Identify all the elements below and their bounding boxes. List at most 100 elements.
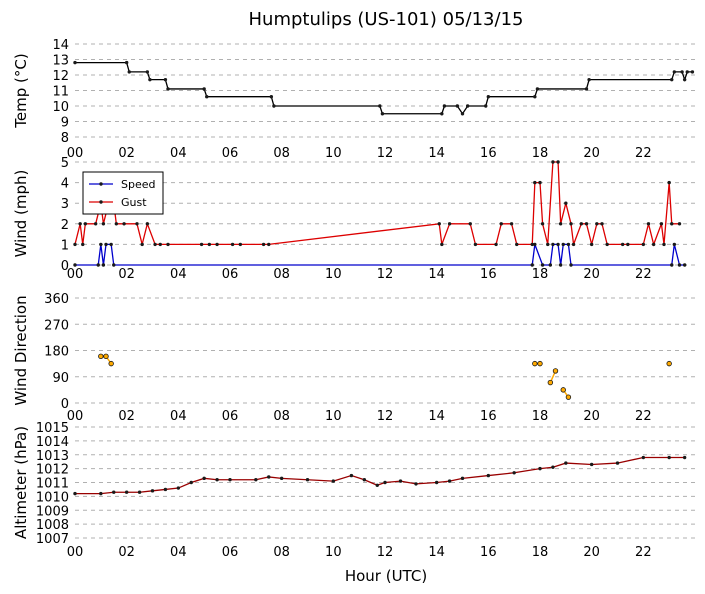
altimeter-series-line [75,456,685,495]
direction-point [666,360,672,367]
legend-box [82,171,164,215]
altimeter-point [383,480,387,485]
x-tick-label: 08 [273,409,290,424]
speed-point [672,242,677,247]
gust-point [670,222,674,226]
x-tick-label: 14 [428,267,445,282]
x-tick-label: 22 [635,409,652,424]
gust-point [122,222,126,226]
speed-point [558,263,563,267]
x-tick-label: 02 [118,409,135,424]
gust-point [447,222,452,226]
gust-point [440,242,444,247]
x-tick-label: 18 [532,146,549,161]
altimeter-point [414,482,418,486]
gust-point [595,222,599,226]
temp-point [269,95,274,99]
altimeter-point [202,476,206,481]
gust-point [533,180,537,185]
gust-point [81,242,85,247]
gust-point [667,180,671,185]
x-tick-label: 18 [532,267,549,282]
x-tick-label: 08 [273,267,290,282]
altimeter-point [228,478,232,482]
gust-point [83,222,88,226]
temp-point [682,77,687,82]
gust-point [238,242,243,247]
altimeter-y-tick-label: 1008 [36,518,69,533]
altimeter-point [551,465,555,469]
altimeter-point [279,476,284,481]
altimeter-point [375,483,379,487]
direction-y-axis-label: Wind Direction [12,295,30,405]
gust-point [546,242,550,247]
altimeter-point [564,461,568,465]
x-tick-label: 16 [480,146,497,161]
temp-point [442,104,447,108]
gust-point [626,242,630,247]
direction-panel: 0 90 180 270 360 Wind Direction [12,292,695,412]
direction-y-tick-label: 180 [44,345,69,360]
temp-point [205,95,209,99]
temp-point [73,60,77,65]
direction-y-tick-label: 270 [44,318,69,333]
altimeter-point [434,480,439,485]
x-tick-label: 10 [325,146,342,161]
x-tick-label: 10 [325,545,342,560]
temp-point [685,70,689,74]
wind-panel: 0 1 2 3 4 5 Wind (mph) Speed Gust [12,156,695,274]
temp-point [202,87,206,91]
x-tick-label: 12 [377,146,394,161]
gust-point [437,222,441,226]
x-tick-label: 22 [635,267,652,282]
altimeter-point [667,455,671,460]
x-tick-label: 16 [480,545,497,560]
x-tick-label: 12 [377,545,394,560]
x-tick-label: 16 [480,267,497,282]
x-tick-label: 04 [170,545,187,560]
altimeter-point [486,473,491,478]
gust-point [551,160,555,164]
wind-y-axis-label: Wind (mph) [12,170,30,258]
gust-point [677,222,682,226]
direction-y-tick-label: 360 [44,292,69,307]
x-tick-label: 20 [583,146,600,161]
speed-point [548,263,553,267]
temp-point [148,77,152,82]
temp-point [127,70,131,74]
speed-point [112,263,116,267]
x-tick-label: 08 [273,545,290,560]
x-tick-label: 04 [170,267,187,282]
x-tick-label: 06 [222,267,239,282]
gust-point [494,242,498,247]
x-tick-label: 04 [170,146,187,161]
speed-point [540,263,545,267]
x-tick-label: 00 [67,545,84,560]
altimeter-point [215,478,219,482]
speed-point [530,263,534,267]
altimeter-point [254,478,258,482]
direction-point [547,379,554,386]
temp-point [587,77,591,82]
gust-point [230,242,235,247]
x-tick-label: 00 [67,146,84,161]
x-tick-label: 14 [428,146,445,161]
x-tick-label: 20 [583,545,600,560]
x-tick-label: 10 [325,409,342,424]
gust-point [93,222,98,226]
altimeter-y-tick-label: 1010 [36,490,69,505]
temp-point [486,95,491,99]
speed-point [99,242,103,247]
x-tick-label: 12 [377,267,394,282]
altimeter-point [124,490,129,494]
temp-point [670,77,674,82]
gust-point [101,222,106,226]
gust-point [140,242,144,247]
gust-point [538,180,542,185]
altimeter-point [137,490,142,494]
gust-point [158,242,162,247]
altimeter-point [538,466,542,471]
temp-y-tick-label: 14 [52,38,69,53]
